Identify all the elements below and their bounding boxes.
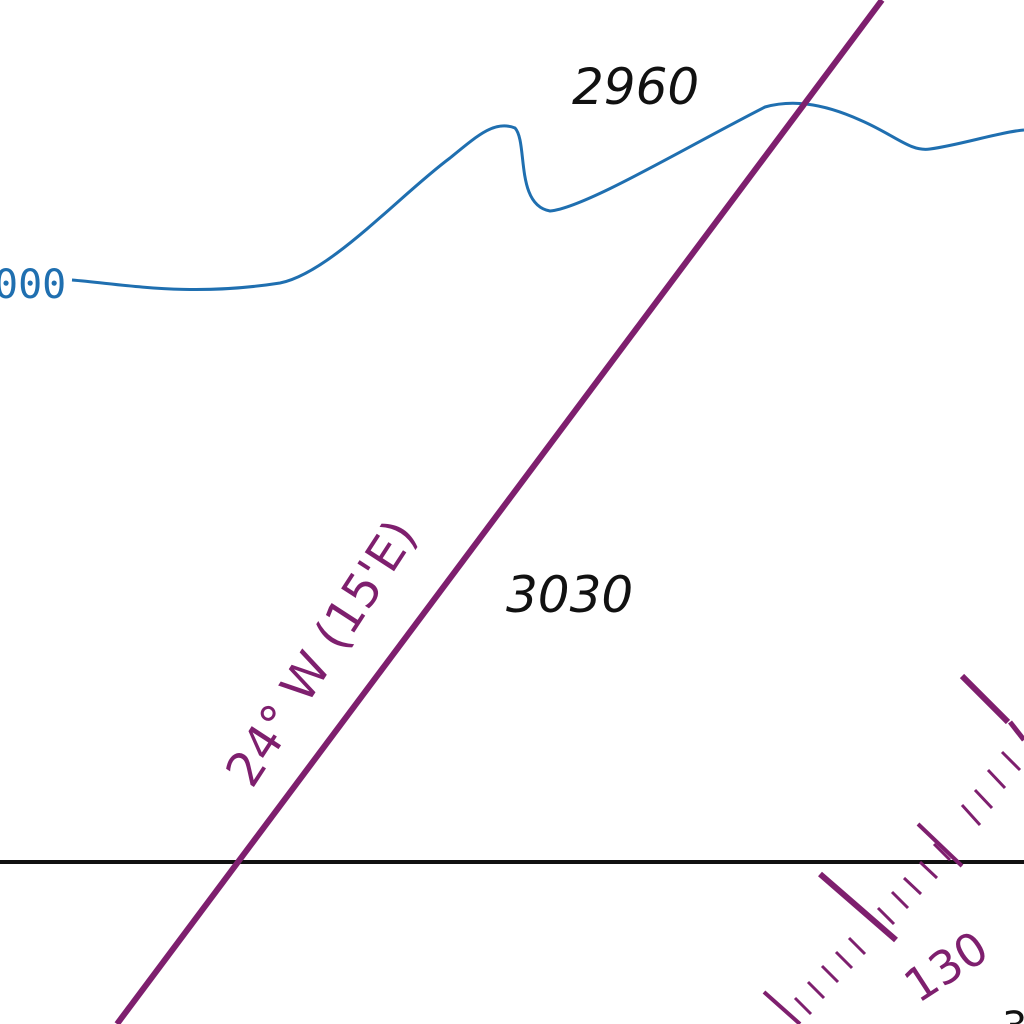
sounding-3030: 3030 <box>506 566 633 624</box>
compass-tick-10 <box>902 876 923 896</box>
compass-tick-17 <box>806 980 826 1000</box>
compass-tick-16 <box>820 964 840 984</box>
sounding-2960: 2960 <box>572 58 699 116</box>
edge-partial-label: 3 <box>1002 1004 1024 1024</box>
compass-tick-8 <box>932 842 952 862</box>
depth-contour-line <box>71 101 1024 292</box>
compass-tick-12 <box>876 906 896 926</box>
compass-tick-15 <box>834 950 854 970</box>
compass-tick-19 <box>762 990 802 1024</box>
compass-tick-18 <box>793 996 813 1016</box>
compass-tick-4 <box>986 768 1007 790</box>
compass-tick-2 <box>1008 720 1024 742</box>
contour-depth-label: 000 <box>0 262 66 308</box>
compass-tick-11 <box>890 890 910 910</box>
magnetic-meridian-line <box>114 0 885 1024</box>
compass-tick-13 <box>818 871 898 943</box>
compass-tick-3 <box>1000 750 1022 772</box>
compass-tick-1 <box>959 673 1011 725</box>
compass-tick-7 <box>916 822 964 868</box>
compass-tick-6 <box>960 803 982 827</box>
compass-rose-ticks <box>762 673 1024 1024</box>
compass-tick-14 <box>847 936 867 956</box>
compass-tick-9 <box>918 860 939 880</box>
compass-tick-5 <box>973 788 994 810</box>
